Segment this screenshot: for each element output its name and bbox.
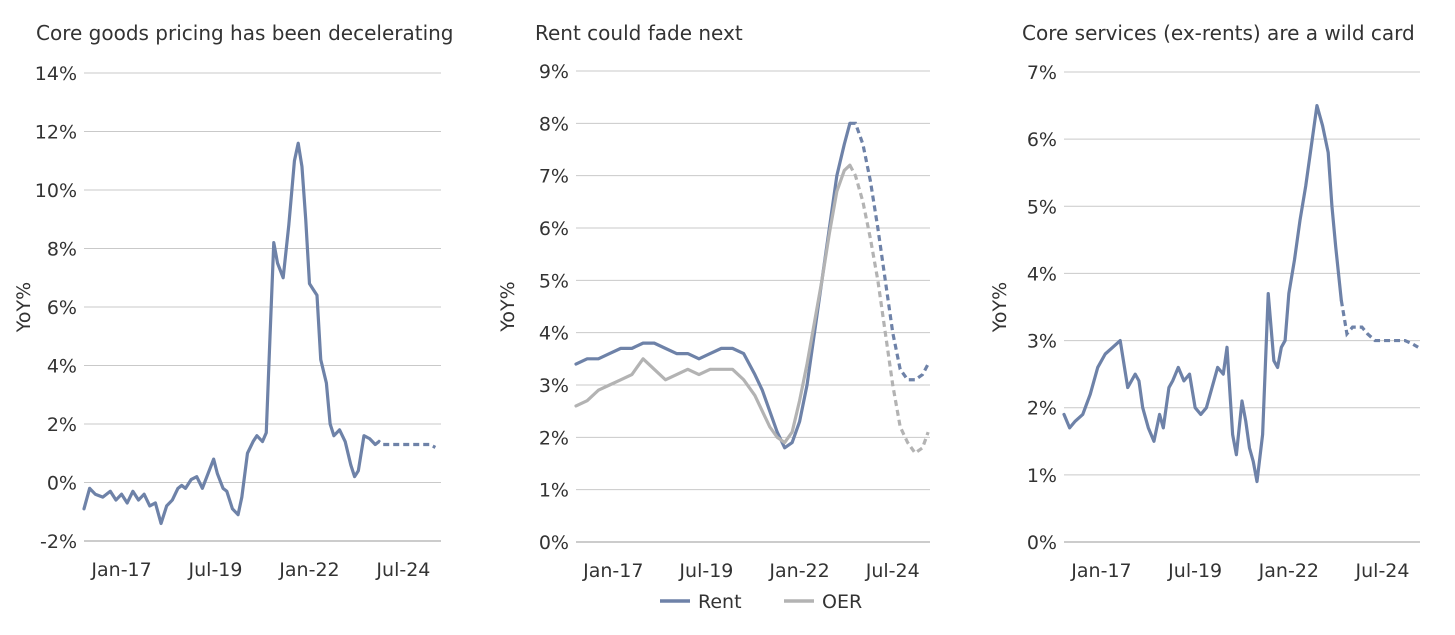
series-line-projected-core-goods <box>374 439 437 449</box>
x-tick-label: Jan-22 <box>768 560 829 582</box>
y-tick-label: 4% <box>47 356 77 378</box>
y-axis-label: YoY% <box>497 281 519 332</box>
chart-title: Core services (ex-rents) are a wild card <box>1022 21 1415 45</box>
y-tick-label: 2% <box>47 414 77 436</box>
y-tick-label: 0% <box>47 473 77 495</box>
legend-label-oer: OER <box>822 591 862 613</box>
y-tick-label: 1% <box>539 480 569 502</box>
series-line-core-services-ex-rents <box>1062 103 1343 484</box>
series-line-oer <box>574 163 852 445</box>
x-tick-label: Jul-19 <box>1167 560 1222 582</box>
y-tick-label: 4% <box>539 323 569 345</box>
y-tick-label: 7% <box>539 166 569 188</box>
y-tick-label: 1% <box>1027 465 1057 487</box>
x-tick-label: Jul-19 <box>678 560 733 582</box>
y-tick-label: 6% <box>539 218 569 240</box>
y-tick-label: 3% <box>1027 331 1057 353</box>
y-axis-label: YoY% <box>13 282 35 333</box>
x-tick-label: Jan-17 <box>1070 560 1131 582</box>
series-line-rent <box>574 121 852 450</box>
y-tick-label: 10% <box>35 180 77 202</box>
y-tick-label: 8% <box>47 239 77 261</box>
y-tick-label: 2% <box>1027 398 1057 420</box>
series-line-projected-oer <box>848 164 930 456</box>
y-tick-label: 0% <box>1027 532 1057 554</box>
y-tick-label: 2% <box>539 427 569 449</box>
series-line-projected-core-services-ex-rents <box>1339 300 1419 349</box>
y-tick-label: 12% <box>35 122 77 144</box>
y-axis-label: YoY% <box>989 282 1011 333</box>
y-tick-label: 9% <box>539 61 569 83</box>
chart-core-goods: Core goods pricing has been decelerating… <box>13 21 454 581</box>
y-tick-label: 14% <box>35 63 77 85</box>
legend-label-rent: Rent <box>698 591 742 613</box>
chart-title: Rent could fade next <box>535 21 743 45</box>
x-tick-label: Jan-17 <box>90 559 151 581</box>
x-tick-label: Jul-24 <box>375 559 430 581</box>
y-tick-label: 5% <box>539 270 569 292</box>
y-tick-label: 6% <box>1027 129 1057 151</box>
x-tick-label: Jan-22 <box>1258 560 1319 582</box>
series-line-projected-rent <box>849 121 930 382</box>
x-tick-label: Jan-22 <box>278 559 339 581</box>
chart-rent: Rent could fade next 0% 1% 2% 3% 4% 5% 6% 7% 8% 9%… <box>497 21 930 613</box>
x-tick-label: Jul-24 <box>865 560 920 582</box>
x-tick-label: Jul-19 <box>188 559 243 581</box>
chart-core-services: Core services (ex-rents) are a wild card… <box>989 21 1420 582</box>
y-tick-label: -2% <box>40 531 77 553</box>
x-tick-label: Jan-17 <box>582 560 643 582</box>
y-tick-label: 3% <box>539 375 569 397</box>
x-tick-label: Jul-24 <box>1355 560 1410 582</box>
y-tick-label: 8% <box>539 113 569 135</box>
y-tick-label: 7% <box>1027 62 1057 84</box>
y-tick-label: 5% <box>1027 196 1057 218</box>
chart-title: Core goods pricing has been decelerating <box>36 21 454 45</box>
y-tick-label: 6% <box>47 297 77 319</box>
series-line-core-goods <box>82 141 377 526</box>
y-tick-label: 0% <box>539 532 569 554</box>
y-tick-label: 4% <box>1027 263 1057 285</box>
